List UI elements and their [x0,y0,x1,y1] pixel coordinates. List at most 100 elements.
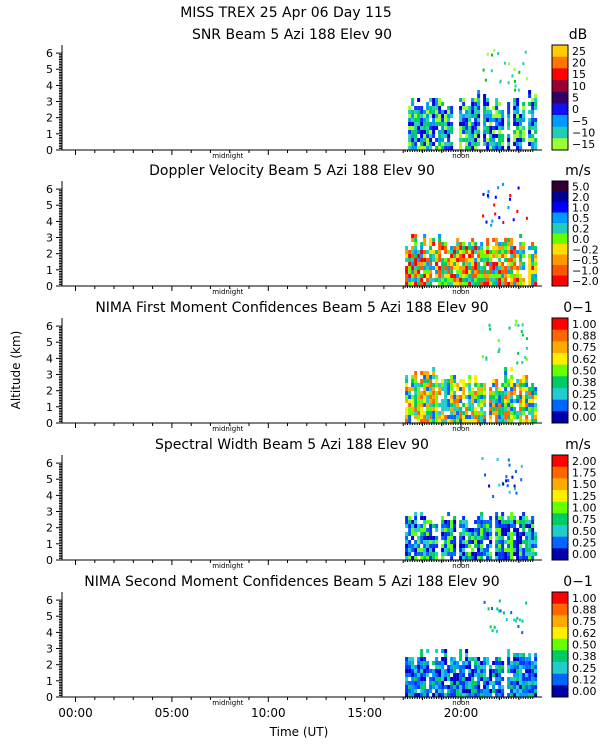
echo-cell [501,134,505,138]
echo-cell [507,516,511,520]
echo-cell [432,371,436,375]
echo-cell [435,98,439,102]
echo-cell [426,520,430,524]
echo-cell [417,673,421,677]
echo-cell [411,693,415,697]
echo-cell [408,254,412,258]
echo-cell [513,693,517,697]
echo-cell [513,653,517,657]
echo-cell [471,138,475,142]
echo-cell [516,138,520,142]
echo-cell [507,383,511,387]
echo-cell [411,130,415,134]
echo-cell [408,134,412,138]
echo-cell-high [491,219,494,223]
echo-cell [435,411,439,415]
echo-cell [414,685,418,689]
echo-cell [519,130,523,134]
scale-label: 0.75 [572,341,597,354]
echo-cell [483,282,487,286]
echo-cell [477,536,481,540]
scale-swatch [552,318,568,331]
echo-cell [462,258,466,262]
echo-cell [459,118,463,122]
echo-cell [483,110,487,114]
echo-cell [408,532,412,536]
echo-cell [405,399,409,403]
echo-cell [534,274,538,278]
echo-cell [438,270,442,274]
echo-cell [465,266,469,270]
echo-cell [486,250,490,254]
echo-cell [456,673,460,677]
echo-cell [480,516,484,520]
echo-cell [531,665,535,669]
echo-cell-high [517,625,520,628]
echo-cell-high [507,62,510,66]
echo-cell [477,693,481,697]
echo-cell [474,657,478,661]
y-tick-label: 2 [46,112,53,125]
echo-cell [435,689,439,693]
echo-cell [435,407,439,411]
echo-cell [477,138,481,142]
echo-cell [456,266,460,270]
echo-cell [444,669,448,673]
echo-cell [441,649,445,653]
echo-cell [507,665,511,669]
echo-cell [483,274,487,278]
echo-cell [477,387,481,391]
echo-cell [510,689,514,693]
echo-cell [501,556,505,560]
echo-cell [405,375,409,379]
echo-cell [468,689,472,693]
echo-cell [477,415,481,419]
echo-cell [477,126,481,130]
echo-cell [510,685,514,689]
echo-cell [474,266,478,270]
echo-cell [432,106,436,110]
echo-cell [420,246,424,250]
echo-cell [486,118,490,122]
echo-cell [438,254,442,258]
scale-swatch [552,455,568,468]
echo-cell [459,665,463,669]
echo-cell [510,411,514,415]
echo-cell [528,677,532,681]
scale-swatch [552,627,568,640]
echo-cell [405,544,409,548]
echo-cell [420,552,424,556]
echo-cell [483,536,487,540]
echo-cell [414,677,418,681]
echo-cell [525,516,529,520]
panel-3: NIMA First Moment Confidences Beam 5 Azi… [46,300,597,433]
echo-cell [429,520,433,524]
echo-cell [507,403,511,407]
echo-cell-high [525,346,528,350]
echo-cell [474,415,478,419]
echo-cell [438,266,442,270]
echo-cell [534,278,538,282]
echo-cell [498,540,502,544]
echo-cell [417,661,421,665]
echo-cell [474,278,478,282]
echo-cell [495,544,499,548]
echo-cell [450,693,454,697]
echo-cell [528,262,532,266]
echo-cell [474,383,478,387]
echo-cell [486,142,490,146]
echo-cell-high [511,475,514,479]
echo-cell [507,258,511,262]
echo-cell [465,146,469,150]
echo-cell [465,524,469,528]
echo-cell [480,661,484,665]
echo-cell [417,411,421,415]
echo-cell [468,246,472,250]
echo-cell [510,266,514,270]
echo-cell [483,693,487,697]
echo-cell [507,242,511,246]
echo-cell [450,262,454,266]
echo-cell [462,661,466,665]
echo-cell [480,403,484,407]
echo-cell [507,528,511,532]
